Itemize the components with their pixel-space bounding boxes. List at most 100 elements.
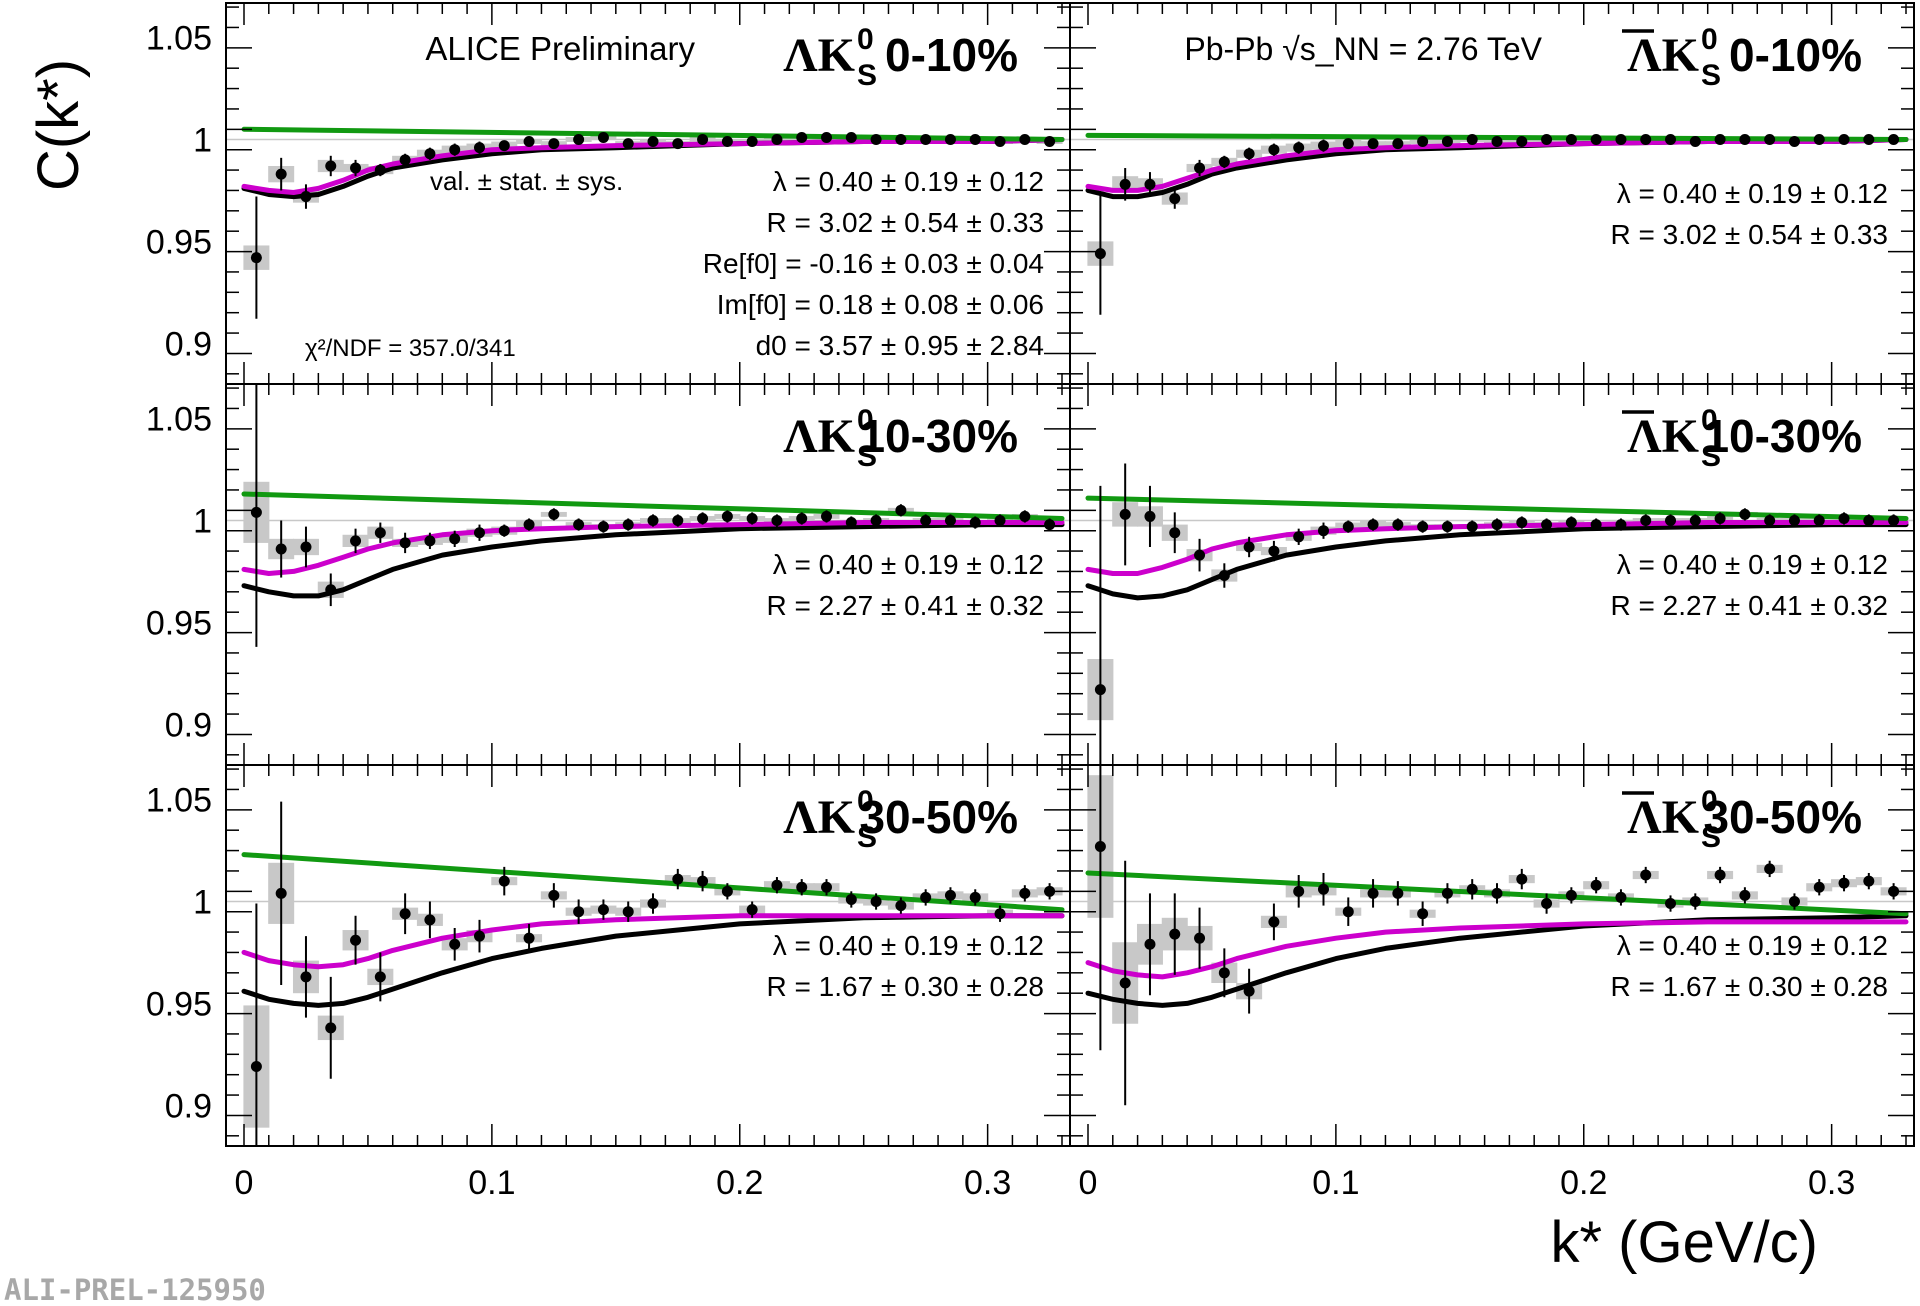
fit-parameter: R = 3.02 ± 0.54 ± 0.33 xyxy=(1611,219,1888,250)
data-point xyxy=(350,934,362,946)
data-point xyxy=(1268,916,1280,928)
data-point xyxy=(1194,549,1206,561)
data-point xyxy=(325,160,337,172)
y-tick-label: 1 xyxy=(193,503,212,541)
data-point xyxy=(1863,875,1875,887)
data-point xyxy=(498,875,510,887)
x-tick-label: 0.1 xyxy=(1312,1164,1359,1202)
data-point xyxy=(721,136,733,148)
data-point xyxy=(250,506,262,518)
data-point xyxy=(796,131,808,143)
model-curve-magenta xyxy=(241,137,1065,195)
data-point xyxy=(845,131,857,143)
data-point xyxy=(498,140,510,152)
data-point xyxy=(1888,515,1900,527)
data-point xyxy=(1714,134,1726,146)
panel-pair-label: ΛK xyxy=(783,791,855,844)
data-point xyxy=(473,930,485,942)
data-point xyxy=(1218,967,1230,979)
data-point xyxy=(1466,883,1478,895)
data-point xyxy=(697,512,709,524)
data-point xyxy=(1689,136,1701,148)
data-point xyxy=(350,535,362,547)
model-curve-black xyxy=(1085,522,1909,601)
data-point xyxy=(1590,134,1602,146)
panel-pair-label: ΛK xyxy=(783,29,855,82)
data-point xyxy=(399,908,411,920)
data-point xyxy=(845,893,857,905)
data-point xyxy=(548,889,560,901)
panel-centrality: 30-50% xyxy=(1703,791,1862,843)
panel-centrality: 30-50% xyxy=(859,791,1018,843)
pair-subscript: S xyxy=(1701,821,1721,854)
pair-subscript: S xyxy=(857,440,877,473)
data-point xyxy=(796,881,808,893)
fit-parameter: R = 2.27 ± 0.41 ± 0.32 xyxy=(1611,590,1888,621)
data-point xyxy=(250,1061,262,1073)
data-point xyxy=(473,142,485,154)
data-point xyxy=(1342,906,1354,918)
data-point xyxy=(1665,134,1677,146)
system-label: Pb-Pb √s_NN = 2.76 TeV xyxy=(1184,31,1542,67)
y-tick-label: 1.05 xyxy=(146,20,212,58)
data-point xyxy=(1044,519,1056,531)
fit-parameter: λ = 0.40 ± 0.19 ± 0.12 xyxy=(773,549,1044,580)
panel-frame xyxy=(1069,764,1915,1147)
data-point xyxy=(1317,883,1329,895)
data-point xyxy=(1094,840,1106,852)
data-point xyxy=(1094,248,1106,260)
fit-parameter: R = 1.67 ± 0.30 ± 0.28 xyxy=(1611,971,1888,1002)
panel-centrality: 10-30% xyxy=(1703,410,1862,462)
panel-pair-label: ΛK xyxy=(1627,410,1699,463)
panel-pair-label: ΛK xyxy=(1627,791,1699,844)
data-point xyxy=(1714,512,1726,524)
data-point xyxy=(597,131,609,143)
fit-parameter: λ = 0.40 ± 0.19 ± 0.12 xyxy=(773,930,1044,961)
data-point xyxy=(1268,144,1280,156)
data-point xyxy=(1317,140,1329,152)
data-point xyxy=(1888,134,1900,146)
data-point xyxy=(300,541,312,553)
data-point xyxy=(771,879,783,891)
data-point xyxy=(1466,134,1478,146)
data-point xyxy=(1788,896,1800,908)
pair-subscript: S xyxy=(1701,59,1721,92)
data-point xyxy=(994,515,1006,527)
data-point xyxy=(746,136,758,148)
data-point xyxy=(1367,138,1379,150)
data-point xyxy=(944,134,956,146)
data-point xyxy=(1144,510,1156,522)
data-point xyxy=(1838,134,1850,146)
y-axis-label: C(k*) xyxy=(26,59,91,191)
data-point xyxy=(746,512,758,524)
data-point xyxy=(473,527,485,539)
data-point xyxy=(1342,521,1354,533)
data-point xyxy=(399,154,411,166)
pair-superscript: 0 xyxy=(857,404,874,437)
data-point xyxy=(399,537,411,549)
data-point xyxy=(870,515,882,527)
data-point xyxy=(1119,178,1131,190)
data-point xyxy=(672,873,684,885)
data-point xyxy=(1739,134,1751,146)
data-point xyxy=(895,134,907,146)
data-point xyxy=(1218,156,1230,168)
data-point xyxy=(672,138,684,150)
data-point xyxy=(1764,134,1776,146)
x-axis-label: k* (GeV/c) xyxy=(1551,1210,1819,1275)
data-point xyxy=(1243,541,1255,553)
x-tick-label: 0 xyxy=(235,1164,254,1202)
data-point xyxy=(350,162,362,174)
pair-subscript: S xyxy=(857,59,877,92)
fit-parameter: λ = 0.40 ± 0.19 ± 0.12 xyxy=(1617,930,1888,961)
fit-parameter: λ = 0.40 ± 0.19 ± 0.12 xyxy=(1617,178,1888,209)
data-point xyxy=(821,881,833,893)
data-point xyxy=(821,510,833,522)
data-point xyxy=(1019,887,1031,899)
data-point xyxy=(1417,521,1429,533)
data-point xyxy=(1813,134,1825,146)
data-point xyxy=(1019,134,1031,146)
data-point xyxy=(969,517,981,529)
data-point xyxy=(1019,510,1031,522)
